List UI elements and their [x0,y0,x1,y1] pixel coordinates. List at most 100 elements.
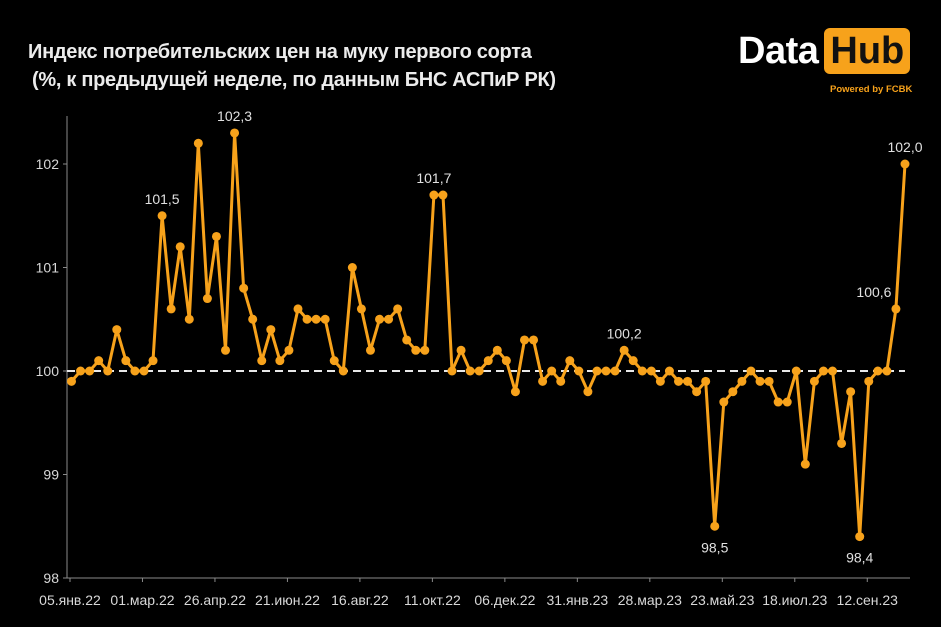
series-line [70,131,907,539]
data-point [565,356,575,366]
data-point [67,376,76,386]
data-point [510,387,520,397]
x-tick-label: 28.мар.23 [618,592,682,608]
data-point [619,345,629,355]
x-tick-label: 01.мар.22 [110,592,174,608]
data-point [302,314,312,324]
y-tick-label: 100 [36,363,60,379]
data-point [202,294,212,304]
data-point [211,231,221,241]
data-point [438,190,448,200]
data-point [465,366,475,376]
data-point [347,263,357,272]
data-point [728,387,738,397]
data-point [855,532,865,542]
x-tick-label: 21.июн.22 [255,592,320,608]
data-point [447,366,457,376]
data-point [221,345,231,355]
data-label: 98,5 [701,539,728,555]
data-point [402,335,412,345]
data-point [501,356,511,366]
y-tick-label: 102 [36,156,60,172]
data-point [674,376,684,386]
data-point [230,128,240,138]
data-point [655,376,665,386]
data-point [329,356,339,366]
data-label: 102,0 [887,139,922,155]
x-tick-label: 06.дек.22 [474,592,535,608]
data-point [420,345,430,355]
data-point [393,304,403,314]
data-point [882,366,892,376]
data-point [664,366,674,376]
y-tick-label: 101 [36,260,60,276]
data-point [646,366,656,376]
data-point [112,325,122,335]
data-point [601,366,611,376]
datahub-logo: Data Hub [738,26,911,76]
data-label: 98,4 [846,550,873,566]
y-tick-label: 98 [43,570,59,586]
x-tick-label: 26.апр.22 [184,592,246,608]
data-point [574,366,584,376]
x-tick-label: 16.авг.22 [331,592,389,608]
data-point [365,345,375,355]
x-tick-label: 23.май.23 [690,592,754,608]
data-point [692,387,702,397]
x-tick-label: 12.сен.23 [837,592,899,608]
data-point [900,159,910,169]
data-point [94,356,104,366]
data-label: 101,7 [416,170,451,186]
data-point [275,356,285,366]
data-point [610,366,620,376]
data-point [411,345,421,355]
data-point [257,356,267,366]
data-point [837,438,847,448]
data-point [166,304,176,314]
data-point [864,376,874,386]
y-tick-label: 99 [43,467,59,483]
data-point [293,304,303,314]
data-point [529,335,539,345]
chart-title-line1: Индекс потребительских цен на муку перво… [28,41,532,63]
data-label: 100,2 [607,325,642,341]
x-tick-label: 31.янв.23 [547,592,609,608]
data-point [755,376,765,386]
data-point [809,376,819,386]
data-point [320,314,330,324]
data-point [891,304,901,314]
data-point [800,459,810,469]
data-point [592,366,602,376]
data-point [193,138,203,148]
data-point [130,366,140,376]
data-label: 101,5 [145,191,180,207]
data-point [338,366,348,376]
data-point [284,345,294,355]
data-point [791,366,801,376]
data-point [773,397,783,407]
data-point [818,366,828,376]
data-point [175,242,185,252]
data-point [239,283,249,293]
data-point [683,376,693,386]
data-point [873,366,883,376]
data-point [184,314,194,324]
data-point [311,314,321,324]
data-point [637,366,647,376]
data-point [148,356,158,366]
data-point [764,376,774,386]
data-point [456,345,466,355]
data-point [85,366,95,376]
x-tick-label: 05.янв.22 [39,592,101,608]
data-point [782,397,792,407]
data-point [710,521,720,531]
data-point [583,387,593,397]
data-point [492,345,502,355]
logo-hub-badge: Hub [824,28,911,74]
data-point [384,314,394,324]
data-point [429,190,439,200]
chart-title: Индекс потребительских цен на муку перво… [28,38,556,94]
data-point [121,356,131,366]
data-point [356,304,366,314]
